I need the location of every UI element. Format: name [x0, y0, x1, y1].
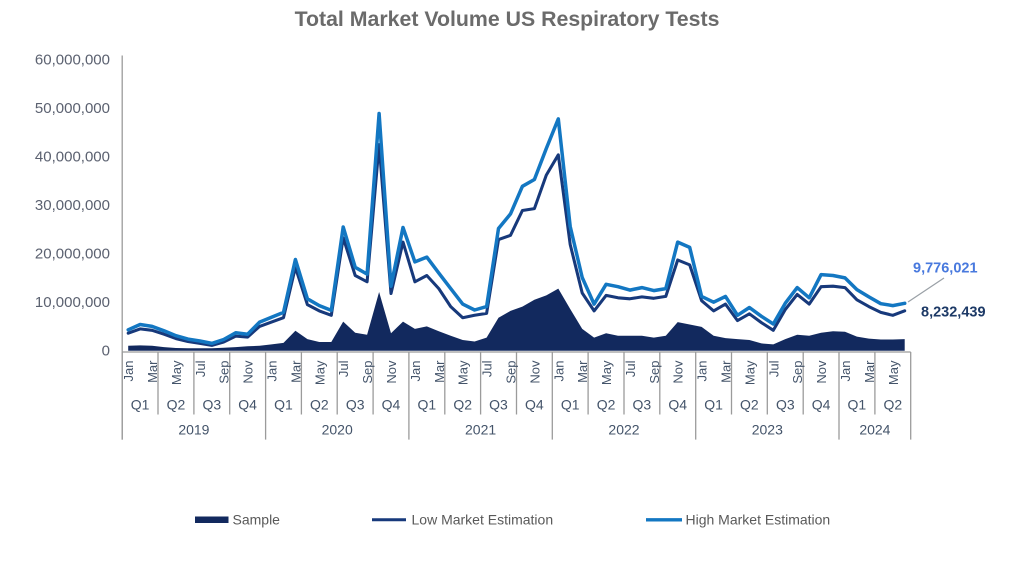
svg-text:Nov: Nov [527, 360, 542, 384]
svg-text:9,776,021: 9,776,021 [913, 261, 978, 277]
svg-text:May: May [599, 360, 614, 385]
svg-text:20,000,000: 20,000,000 [35, 246, 110, 263]
svg-text:50,000,000: 50,000,000 [35, 100, 110, 117]
svg-text:Nov: Nov [384, 360, 399, 384]
svg-text:Q4: Q4 [525, 397, 544, 413]
svg-text:High Market Estimation: High Market Estimation [686, 512, 831, 528]
svg-text:Nov: Nov [814, 360, 829, 384]
svg-text:Q1: Q1 [274, 397, 293, 413]
svg-text:Nov: Nov [671, 360, 686, 384]
svg-text:40,000,000: 40,000,000 [35, 149, 110, 166]
svg-text:Jan: Jan [838, 361, 853, 382]
svg-text:Q3: Q3 [489, 397, 508, 413]
svg-text:30,000,000: 30,000,000 [35, 197, 110, 214]
svg-text:Q2: Q2 [453, 397, 472, 413]
svg-text:2019: 2019 [178, 422, 209, 438]
svg-text:Q4: Q4 [238, 397, 257, 413]
svg-text:Q1: Q1 [848, 397, 867, 413]
svg-text:Q3: Q3 [202, 397, 221, 413]
svg-text:Sep: Sep [504, 361, 519, 384]
svg-text:Q1: Q1 [417, 397, 436, 413]
svg-text:Low Market Estimation: Low Market Estimation [412, 512, 554, 528]
svg-text:Sep: Sep [647, 361, 662, 384]
svg-text:Sep: Sep [217, 361, 232, 384]
svg-text:10,000,000: 10,000,000 [35, 294, 110, 311]
svg-text:Q3: Q3 [633, 397, 652, 413]
svg-text:Jan: Jan [265, 361, 280, 382]
svg-text:2023: 2023 [752, 422, 783, 438]
svg-text:Sep: Sep [790, 361, 805, 384]
svg-text:2020: 2020 [322, 422, 353, 438]
svg-text:Mar: Mar [719, 360, 734, 383]
svg-text:Q3: Q3 [776, 397, 795, 413]
svg-text:2022: 2022 [608, 422, 639, 438]
svg-text:Jan: Jan [121, 361, 136, 382]
svg-text:Nov: Nov [241, 360, 256, 384]
svg-text:Total Market Volume US Respira: Total Market Volume US Respiratory Tests [295, 7, 720, 31]
svg-text:60,000,000: 60,000,000 [35, 52, 110, 69]
svg-text:Mar: Mar [862, 360, 877, 383]
svg-text:Q4: Q4 [382, 397, 401, 413]
svg-text:May: May [312, 360, 327, 385]
svg-text:Mar: Mar [288, 360, 303, 383]
svg-text:Jul: Jul [336, 360, 351, 377]
svg-text:Q4: Q4 [668, 397, 687, 413]
svg-text:Sample: Sample [233, 512, 281, 528]
svg-text:Mar: Mar [145, 360, 160, 383]
svg-text:Q2: Q2 [883, 397, 902, 413]
svg-text:May: May [169, 360, 184, 385]
svg-text:8,232,439: 8,232,439 [921, 305, 986, 321]
svg-text:Q2: Q2 [167, 397, 186, 413]
svg-text:Q2: Q2 [597, 397, 616, 413]
svg-text:Q2: Q2 [310, 397, 329, 413]
svg-text:2021: 2021 [465, 422, 496, 438]
svg-text:Jul: Jul [193, 360, 208, 377]
svg-text:Jan: Jan [408, 361, 423, 382]
svg-text:Jul: Jul [766, 360, 781, 377]
svg-text:May: May [456, 360, 471, 385]
svg-text:Q3: Q3 [346, 397, 365, 413]
svg-text:0: 0 [102, 343, 110, 360]
svg-text:Q4: Q4 [812, 397, 831, 413]
svg-text:Jul: Jul [623, 360, 638, 377]
svg-text:Q2: Q2 [740, 397, 759, 413]
svg-text:Jan: Jan [551, 361, 566, 382]
svg-text:May: May [886, 360, 901, 385]
svg-text:Jul: Jul [480, 360, 495, 377]
svg-text:Sep: Sep [360, 361, 375, 384]
svg-text:May: May [742, 360, 757, 385]
svg-text:Mar: Mar [575, 360, 590, 383]
svg-text:Q1: Q1 [131, 397, 150, 413]
svg-text:Mar: Mar [432, 360, 447, 383]
svg-text:Q1: Q1 [561, 397, 580, 413]
svg-text:2024: 2024 [859, 422, 890, 438]
svg-text:Q1: Q1 [704, 397, 723, 413]
svg-text:Jan: Jan [695, 361, 710, 382]
